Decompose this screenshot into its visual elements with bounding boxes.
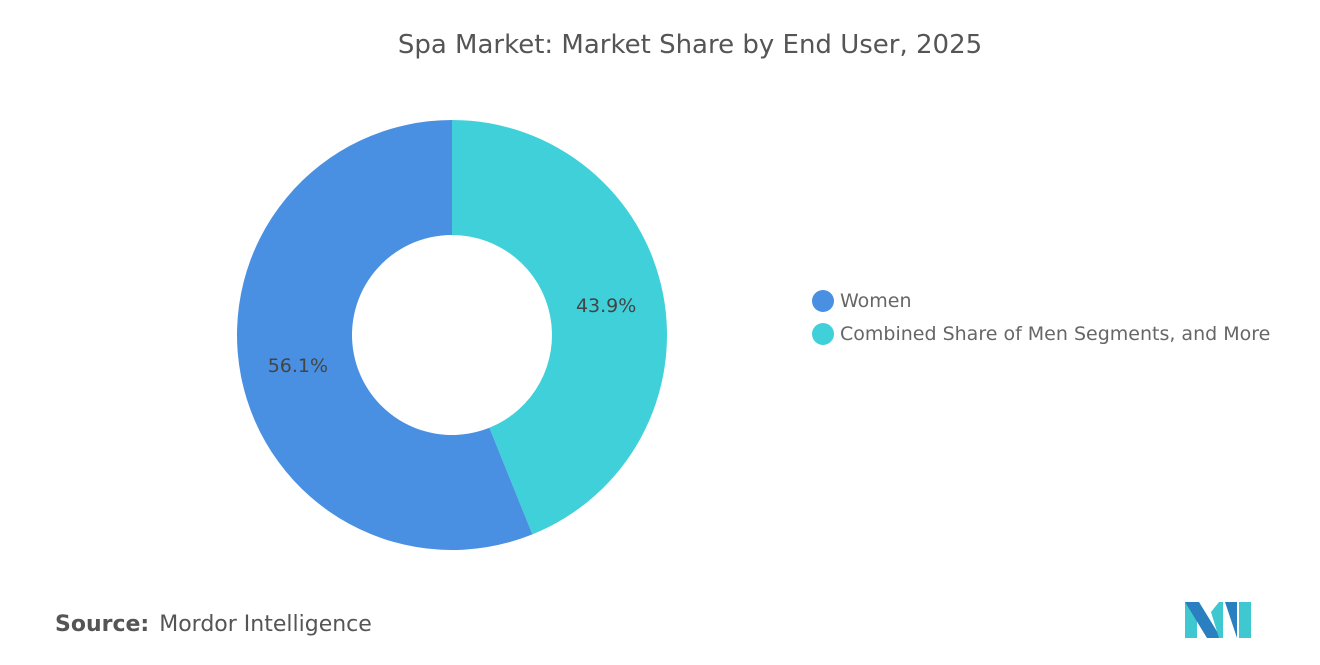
donut-slice-men[interactable] <box>452 120 667 535</box>
legend-item-men[interactable]: Combined Share of Men Segments, and More <box>812 317 1270 350</box>
legend-label: Combined Share of Men Segments, and More <box>840 322 1271 345</box>
legend: Women Combined Share of Men Segments, an… <box>812 284 1270 350</box>
source-label: Source: <box>55 612 150 637</box>
data-label: 43.9% <box>576 295 636 317</box>
chart-title: Spa Market: Market Share by End User, 20… <box>397 30 983 60</box>
legend-marker <box>812 322 834 345</box>
source-note: Source: Mordor Intelligence <box>55 612 372 637</box>
legend-label: Women <box>840 289 912 312</box>
legend-marker <box>812 289 834 312</box>
legend-item-women[interactable]: Women <box>812 284 1270 317</box>
source-value: Mordor Intelligence <box>159 612 372 637</box>
donut-slice-women[interactable] <box>237 120 533 550</box>
mordor-logo <box>1185 602 1251 638</box>
data-label: 56.1% <box>268 355 328 377</box>
